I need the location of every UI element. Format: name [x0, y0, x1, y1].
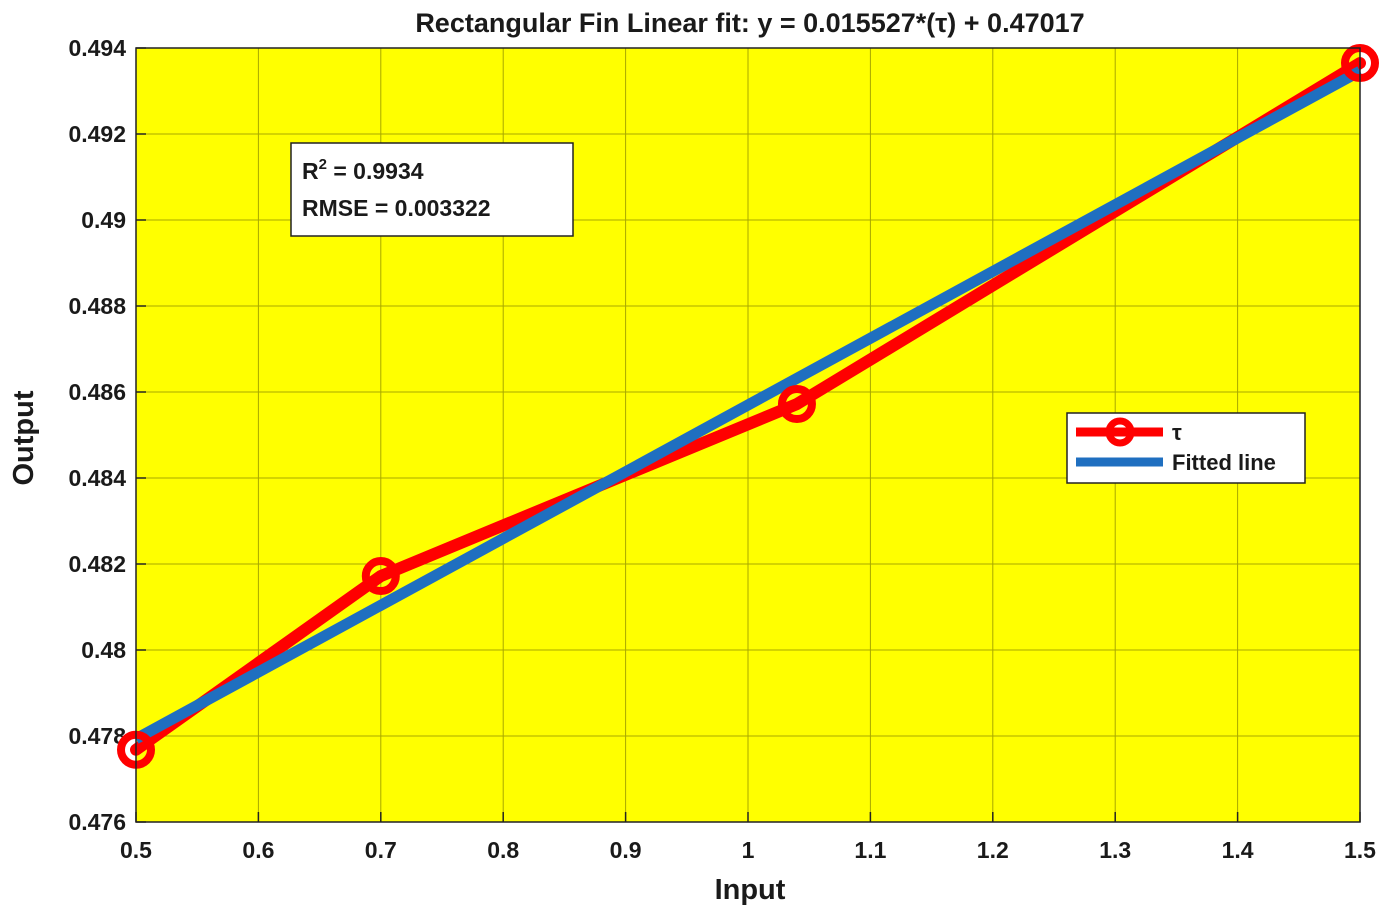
y-tick-label: 0.49: [81, 207, 126, 233]
stats-box-frame: [290, 142, 574, 237]
y-tick-label: 0.484: [68, 465, 126, 491]
legend-marker-tau: [1105, 417, 1135, 447]
legend-label-fitted: Fitted line: [1172, 450, 1276, 475]
plot-frame: [135, 47, 1361, 823]
legend-frame: [1066, 412, 1306, 484]
r-squared-superscript: 2: [319, 156, 327, 173]
series-tau-point: [777, 385, 816, 424]
legend: τ Fitted line: [1066, 412, 1306, 484]
x-tick-label: 1.1: [854, 837, 886, 863]
chart-title: Rectangular Fin Linear fit: y = 0.015527…: [415, 8, 1084, 38]
x-tick-label: 1.5: [1344, 837, 1376, 863]
y-tick-label: 0.488: [68, 293, 126, 319]
y-axis-label: Output: [8, 390, 40, 485]
r-squared-label: R: [302, 158, 319, 184]
stats-box: R2 = 0.9934 RMSE = 0.003322: [290, 142, 574, 237]
y-tick-label: 0.48: [81, 637, 126, 663]
y-tick-label: 0.482: [68, 551, 126, 577]
r-squared-value: = 0.9934: [327, 158, 424, 184]
rmse-text: RMSE = 0.003322: [302, 195, 491, 221]
series-fitted-line: [133, 66, 1363, 744]
x-tick-label: 0.7: [365, 837, 397, 863]
legend-label-tau: τ: [1172, 420, 1182, 445]
x-tick-label: 0.5: [120, 837, 152, 863]
y-tick-label: 0.494: [68, 35, 126, 61]
axis-ticks: 0.5 0.6 0.7 0.8 0.9 1 1.1 1.2 1.3 1.4 1.5 0.476 0.47…: [68, 35, 1376, 863]
x-tick-label: 1.4: [1222, 837, 1254, 863]
x-tick-label: 0.6: [242, 837, 274, 863]
series-tau-point: [361, 557, 400, 596]
x-tick-label: 1: [742, 837, 755, 863]
y-tick-label: 0.492: [68, 121, 126, 147]
y-tick-label: 0.476: [68, 809, 126, 835]
y-tick-label: 0.478: [68, 723, 126, 749]
y-tick-label: 0.486: [68, 379, 126, 405]
x-tick-label: 1.2: [977, 837, 1009, 863]
x-tick-label: 0.9: [610, 837, 642, 863]
x-axis-label: Input: [715, 874, 786, 906]
r-squared-text: R2 = 0.9934: [302, 156, 424, 184]
x-tick-label: 0.8: [487, 837, 519, 863]
x-tick-label: 1.3: [1099, 837, 1131, 863]
